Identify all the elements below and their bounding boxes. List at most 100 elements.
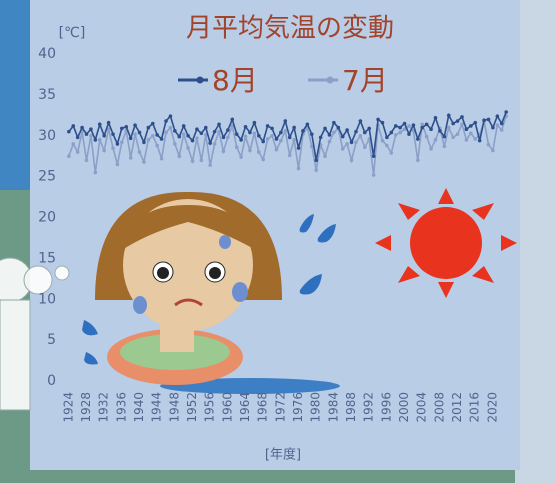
data-point (226, 128, 230, 132)
data-point (173, 142, 177, 146)
data-point (212, 142, 217, 146)
data-point (376, 117, 380, 122)
data-point (416, 158, 420, 163)
data-point (292, 125, 296, 130)
y-tick-label: 10 (38, 291, 56, 307)
data-point (446, 113, 451, 118)
data-point (407, 132, 411, 136)
data-point (354, 129, 358, 134)
x-tick-label: 1964 (238, 392, 252, 423)
sun (375, 188, 517, 298)
data-point (499, 128, 504, 132)
data-point (256, 150, 261, 154)
x-tick-label: 1924 (61, 392, 75, 423)
data-point (248, 148, 252, 153)
data-point (67, 154, 71, 158)
data-point (75, 150, 80, 154)
data-point (239, 155, 243, 159)
data-point (323, 126, 327, 131)
data-point (181, 124, 186, 128)
data-point (380, 120, 385, 125)
data-point (455, 119, 460, 123)
data-point (89, 133, 93, 138)
data-point (217, 122, 221, 127)
data-point (181, 132, 186, 136)
x-tick-label: 1972 (273, 392, 287, 423)
data-point (416, 137, 420, 141)
x-tick-label: 1992 (362, 392, 376, 423)
data-point (491, 125, 495, 130)
data-point (442, 144, 447, 149)
data-point (252, 131, 257, 136)
y-tick-label: 35 (38, 87, 56, 103)
data-point (451, 121, 455, 126)
x-tick-label: 1996 (379, 392, 393, 423)
data-point (159, 156, 164, 161)
data-point (455, 132, 460, 136)
data-point (71, 124, 76, 128)
data-point (363, 145, 367, 149)
data-point (349, 158, 354, 163)
data-point (128, 156, 133, 160)
data-point (256, 133, 261, 138)
data-point (473, 120, 478, 125)
data-point (451, 135, 455, 140)
data-point (473, 137, 478, 141)
x-tick-label: 1948 (167, 392, 181, 423)
data-point (446, 125, 451, 130)
legend-marker (326, 76, 334, 84)
data-point (504, 110, 508, 114)
data-point (239, 138, 243, 142)
data-point (173, 129, 177, 133)
data-point (495, 123, 500, 127)
data-point (336, 125, 341, 130)
data-point (111, 146, 115, 150)
data-point (283, 119, 288, 123)
data-point (482, 118, 486, 123)
data-point (190, 159, 195, 163)
data-point (296, 166, 301, 171)
data-point (133, 123, 137, 127)
data-point (150, 133, 155, 138)
data-point (358, 119, 363, 123)
y-unit: [℃] (59, 25, 86, 41)
data-point (203, 125, 208, 130)
data-point (279, 138, 283, 143)
data-point (429, 127, 433, 132)
series-line (68, 111, 507, 161)
data-point (80, 125, 84, 130)
data-point (469, 124, 473, 128)
data-point (491, 148, 495, 153)
data-point (84, 132, 89, 136)
data-point (411, 123, 416, 127)
x-tick-label: 1944 (150, 392, 164, 423)
data-point (133, 132, 137, 136)
series-line (68, 115, 507, 176)
data-point (287, 153, 292, 158)
data-point (124, 124, 129, 129)
data-point (177, 154, 182, 158)
data-point (212, 129, 217, 134)
data-point (495, 114, 500, 118)
data-point (146, 125, 151, 130)
data-point (358, 133, 363, 138)
data-point (67, 129, 71, 134)
data-point (464, 127, 469, 132)
x-tick-label: 1984 (326, 392, 340, 423)
data-point (287, 135, 292, 140)
data-point (292, 138, 296, 142)
data-point (75, 135, 80, 140)
data-point (438, 129, 442, 133)
x-tick-label: 1932 (97, 392, 111, 423)
data-point (137, 130, 142, 135)
data-point (274, 137, 279, 141)
data-point (367, 126, 372, 131)
data-point (199, 158, 204, 163)
data-point (402, 121, 407, 126)
data-point (380, 138, 385, 143)
data-point (398, 130, 402, 135)
x-tick-label: 1936 (114, 392, 128, 423)
x-tick-label: 1968 (256, 392, 270, 423)
data-point (274, 147, 279, 152)
